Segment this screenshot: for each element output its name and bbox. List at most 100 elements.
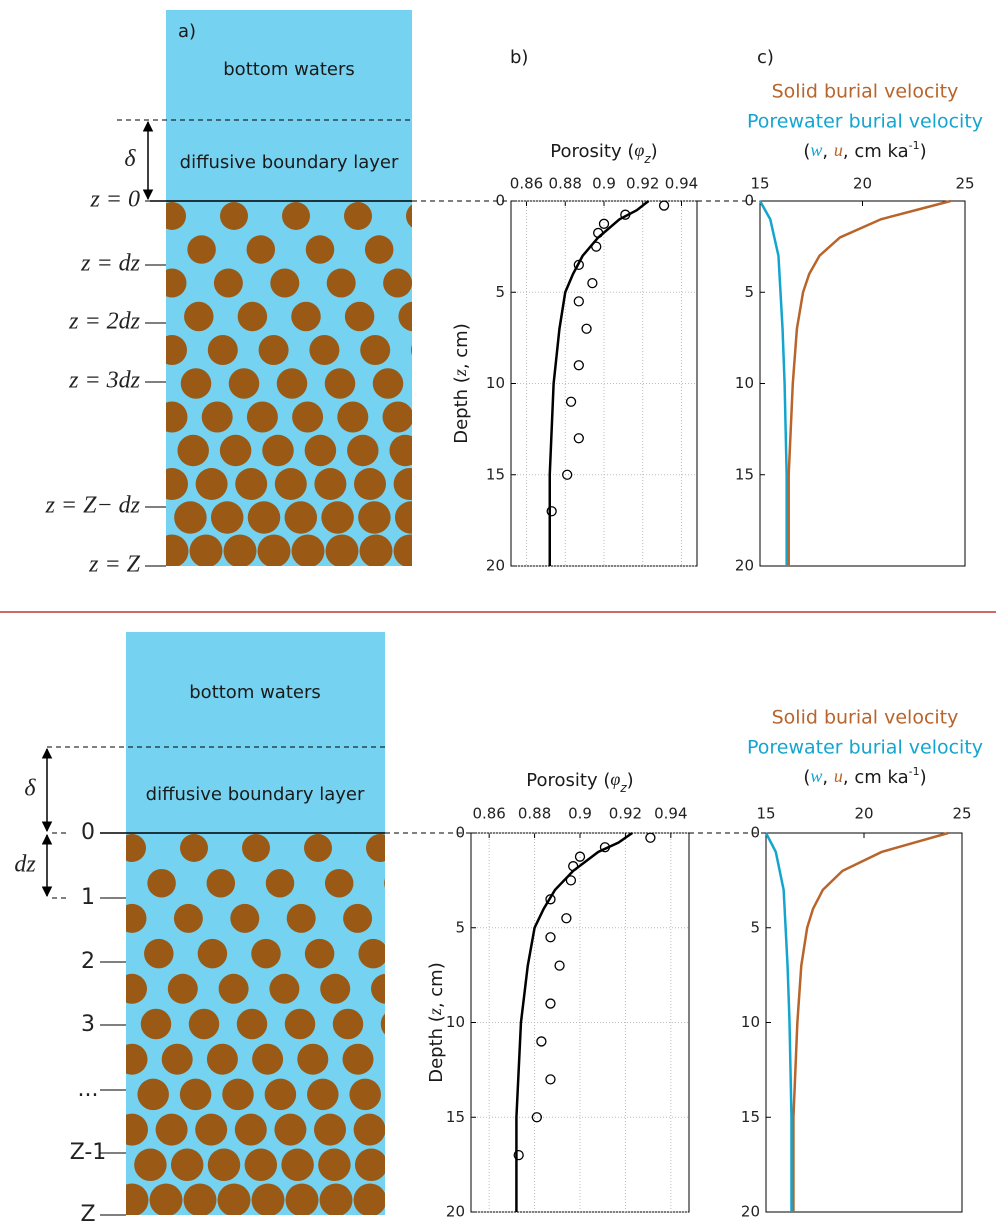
porosity-curve bbox=[515, 831, 633, 1212]
grain bbox=[184, 301, 214, 332]
y-tick-label: 20 bbox=[486, 557, 505, 575]
depth-label: z = Z bbox=[88, 552, 141, 578]
grain bbox=[274, 1113, 307, 1146]
depth-label: z = Z− dz bbox=[45, 493, 141, 519]
depth-label: 2 bbox=[81, 949, 95, 974]
label-part: u bbox=[834, 140, 843, 160]
label-part: Depth ( bbox=[426, 1015, 447, 1083]
x-tick-label: 0.94 bbox=[665, 175, 698, 193]
grain bbox=[389, 434, 412, 467]
porosity-point bbox=[599, 842, 611, 853]
grain bbox=[126, 1113, 148, 1146]
grain bbox=[174, 501, 207, 534]
grain bbox=[166, 401, 188, 433]
label-part: , bbox=[822, 141, 833, 162]
porosity-point bbox=[545, 1074, 556, 1085]
grain bbox=[173, 903, 203, 933]
porosity-point bbox=[545, 894, 556, 905]
porosity-point bbox=[545, 932, 556, 943]
x-tick-label: 0.92 bbox=[626, 175, 659, 193]
depth-label: 0 bbox=[81, 820, 95, 845]
grain bbox=[179, 1078, 212, 1111]
grain bbox=[382, 401, 412, 433]
porosity-point bbox=[573, 259, 584, 271]
x-tick-label: 0.9 bbox=[592, 175, 616, 193]
grain bbox=[251, 938, 281, 969]
grain bbox=[281, 1148, 314, 1182]
label-part: Porosity ( bbox=[550, 141, 634, 162]
grain bbox=[394, 501, 412, 534]
label-part: z bbox=[450, 369, 470, 377]
y-tick-label: 20 bbox=[446, 1203, 465, 1221]
label-part: Depth ( bbox=[451, 376, 472, 444]
grain bbox=[237, 301, 268, 332]
dz-label: dz bbox=[14, 852, 36, 878]
depth-label: Z bbox=[80, 1202, 95, 1227]
grain bbox=[332, 1008, 364, 1040]
y-tick-label: 5 bbox=[495, 283, 505, 301]
grain bbox=[220, 202, 248, 230]
label-part: z bbox=[643, 152, 651, 166]
grain bbox=[344, 202, 372, 230]
x-tick-label: 0.86 bbox=[472, 805, 505, 823]
grain bbox=[213, 268, 243, 298]
label-part: ) bbox=[920, 141, 927, 162]
grain bbox=[304, 834, 332, 862]
grain bbox=[398, 301, 412, 332]
porosity-point bbox=[591, 241, 602, 252]
grain bbox=[319, 1183, 353, 1215]
grain bbox=[247, 501, 281, 534]
label-part: -1 bbox=[909, 139, 920, 152]
depth-label: z = dz bbox=[80, 251, 141, 277]
grain bbox=[228, 368, 260, 399]
grain bbox=[326, 268, 356, 298]
y-label-parts: Depth (z, cm) bbox=[450, 323, 472, 444]
y-tick-label: 5 bbox=[750, 918, 760, 936]
y-tick-label: 10 bbox=[735, 374, 754, 392]
grain bbox=[166, 468, 188, 500]
y-tick-label: 10 bbox=[446, 1013, 465, 1031]
grain bbox=[177, 434, 209, 467]
y-tick-label: 0 bbox=[744, 192, 754, 210]
grain bbox=[324, 368, 356, 399]
porosity-point bbox=[561, 913, 572, 924]
grain bbox=[274, 468, 307, 500]
porosity-point bbox=[546, 506, 557, 517]
grain bbox=[318, 1148, 351, 1182]
legend-entry: Porewater burial velocity bbox=[747, 111, 983, 133]
label-part: Porosity ( bbox=[526, 770, 610, 791]
grain bbox=[134, 1148, 167, 1182]
grain bbox=[297, 1043, 329, 1075]
porosity-point bbox=[573, 433, 584, 444]
grain bbox=[354, 1148, 385, 1182]
porosity-point bbox=[645, 832, 656, 843]
grain bbox=[257, 534, 291, 566]
x-tick-label: 0.94 bbox=[654, 805, 687, 823]
grain bbox=[380, 1013, 385, 1035]
grain bbox=[320, 973, 351, 1004]
porosity-point bbox=[568, 861, 579, 872]
grain bbox=[314, 468, 347, 500]
porosity-point bbox=[565, 396, 577, 407]
porosity-point bbox=[581, 323, 592, 334]
label-part: , bbox=[822, 767, 833, 788]
grain bbox=[230, 903, 260, 933]
grain bbox=[269, 973, 300, 1004]
label-part: , cm) bbox=[451, 323, 472, 369]
porosity-point bbox=[554, 960, 565, 971]
grain bbox=[183, 1183, 217, 1215]
porosity-curve bbox=[548, 200, 650, 566]
porosity-point bbox=[587, 277, 598, 289]
grain bbox=[304, 434, 337, 467]
label-part: w bbox=[810, 140, 822, 160]
grain bbox=[252, 1043, 284, 1075]
grain bbox=[149, 1183, 183, 1215]
velocity-curve bbox=[764, 832, 793, 1212]
grain bbox=[197, 938, 228, 969]
grain bbox=[284, 501, 318, 534]
grain bbox=[291, 534, 325, 566]
porosity-point bbox=[573, 360, 584, 371]
grain bbox=[126, 973, 147, 1004]
delta-label: δ bbox=[124, 146, 136, 172]
